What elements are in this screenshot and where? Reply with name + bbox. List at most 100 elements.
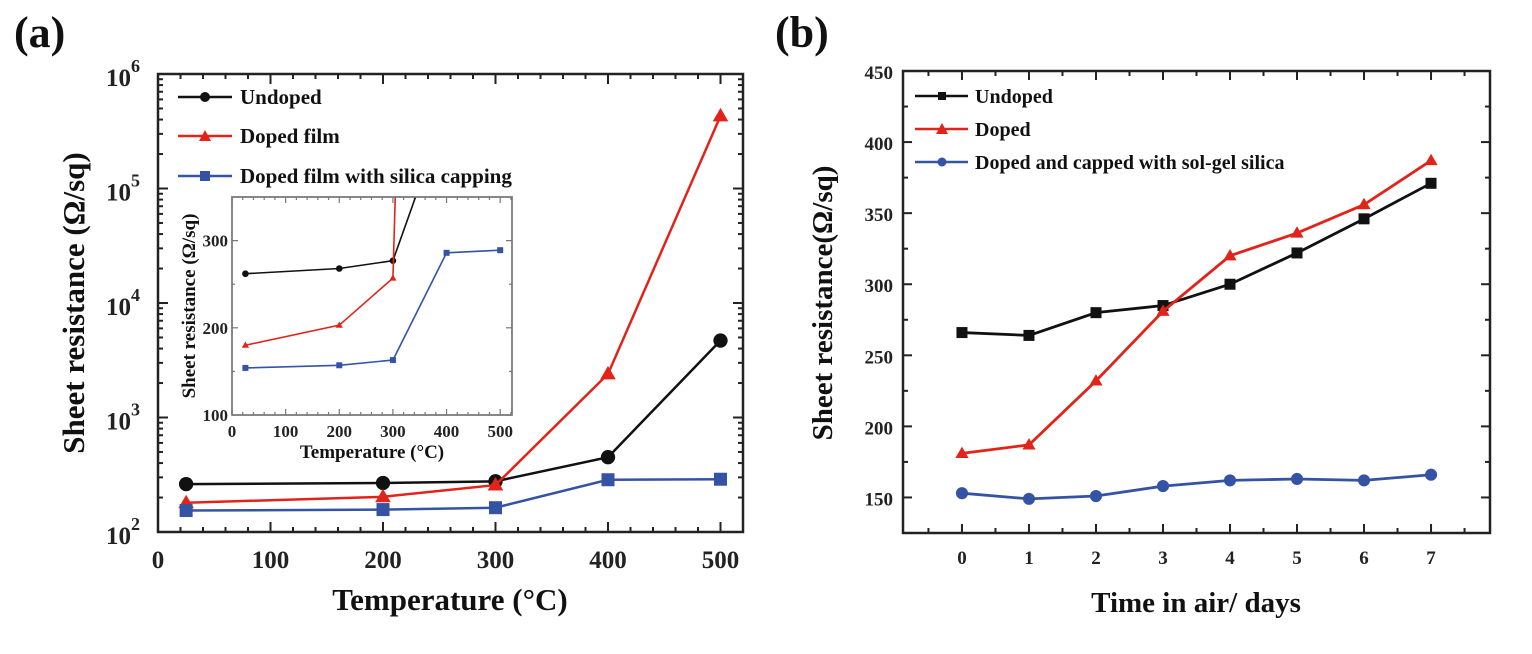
inset-ticks [231,197,512,416]
x-tick-label: 100 [252,547,290,574]
legend-item-undoped: Undoped [178,85,322,109]
data-point-capped [1156,480,1170,493]
panel-a-label: (a) [14,8,65,57]
y-tick-label: 350 [865,205,894,226]
y-tick-label: 300 [865,276,894,297]
panel-b-series [955,153,1438,505]
data-point-capped [1290,472,1304,486]
inset-y-tick-label: 100 [203,406,229,425]
panel-b-y-tick-labels: 150 200 250 300 350 400 450 [865,63,894,510]
panel-a-x-tick-labels: 0 100 200 300 400 500 [152,547,740,574]
inset-data-point-capped [389,357,396,364]
panel-b-x-tick-labels: 0 1 2 3 4 5 6 7 [957,548,1436,569]
x-tick-label: 300 [477,547,515,574]
data-point-capped [179,504,193,518]
inset-data-point-capped [443,249,450,256]
y-tick-label: 400 [865,134,894,155]
y-tick-label: 105 [106,171,140,207]
panel-a-x-axis-title: Temperature (°C) [332,582,567,617]
series-line-doped [961,159,1432,455]
data-point-doped [712,107,729,122]
inset-data-point-undoped [335,265,343,272]
x-tick-label: 3 [1158,548,1168,569]
panel-b-x-axis-title: Time in air/ days [1091,587,1301,619]
data-point-undoped [178,476,194,492]
inset-x-tick-label: 500 [487,422,513,441]
data-point-undoped [713,333,728,348]
data-point-capped [1022,492,1036,505]
series-line-undoped [961,182,1432,337]
data-point-capped [1089,489,1103,503]
legend-marker-circle-icon [937,157,947,167]
legend-item-doped-film: Doped film [178,124,340,148]
y-tick-label: 200 [865,418,894,439]
inset-frame-border [231,196,513,416]
data-point-doped [487,477,504,491]
legend-marker-triangle-icon [199,130,211,141]
inset-series [241,197,504,371]
y-tick-label: 106 [106,56,140,92]
legend-label-doped: Doped [975,119,1031,141]
inset-x-tick-label: 200 [327,422,353,441]
panel-a-y-axis-title: Sheet resistance (Ω/sq) [56,152,91,454]
legend-label-doped-film: Doped film [240,124,340,148]
panel-b-label: (b) [775,8,829,57]
data-point-capped [376,503,390,517]
data-point-doped [1223,248,1237,261]
legend-item-doped: Doped [915,119,1031,141]
panel-b-chart: (b) Sheet resistance(Ω/sq) Time in air/ … [775,8,1492,619]
x-tick-label: 6 [1359,548,1369,569]
y-tick-label: 104 [106,285,140,321]
x-tick-label: 2 [1091,548,1101,569]
x-tick-label: 500 [702,547,740,574]
data-point-capped [714,472,727,486]
data-point-undoped [956,327,968,339]
x-tick-label: 7 [1426,548,1436,569]
legend-label-undoped: Undoped [975,86,1053,108]
legend-marker-square-icon [938,92,946,100]
inset-data-point-doped [241,341,250,348]
data-point-capped [1223,474,1237,487]
inset-data-point-capped [336,362,343,369]
data-point-undoped [375,475,391,491]
data-point-undoped [1224,278,1236,290]
panel-b-plot-frame [901,69,1492,535]
data-point-doped [1156,304,1170,316]
data-point-doped [1357,197,1371,210]
inset-data-point-undoped [242,270,249,278]
inset-x-axis-title: Temperature (°C) [300,442,444,463]
panel-b-legend: Undoped Doped Doped and capped with sol-… [915,86,1284,174]
inset-x-tick-label: 0 [228,422,237,441]
panel-a-plot-frame [156,72,745,534]
data-point-doped [1089,374,1103,386]
inset-data-point-capped [242,364,249,371]
inset-x-tick-label: 300 [380,422,406,441]
inset-y-tick-label: 200 [203,319,229,338]
data-point-doped [1022,438,1036,450]
x-tick-label: 400 [589,547,627,574]
data-point-capped [1424,468,1438,481]
data-point-undoped [1425,177,1437,189]
data-point-undoped [600,450,616,465]
y-tick-label: 250 [865,347,894,368]
panel-a-series [178,107,729,518]
x-tick-label: 0 [957,548,967,569]
data-point-undoped [1291,247,1303,259]
y-tick-label: 150 [865,489,894,510]
legend-label-capped: Doped film with silica capping [240,164,512,188]
data-point-capped [601,473,615,487]
legend-item-undoped: Undoped [915,86,1053,108]
data-point-undoped [1023,329,1035,341]
x-tick-label: 0 [152,547,165,574]
legend-marker-triangle-icon [936,123,948,134]
inset-data-point-doped [389,274,397,281]
inset-data-point-capped [497,247,504,254]
inset-y-tick-label: 300 [203,232,229,251]
legend-item-capped: Doped and capped with sol-gel silica [915,152,1284,174]
data-point-doped [1290,226,1304,238]
inset-data-point-doped [335,321,343,328]
legend-marker-square-icon [200,171,210,181]
inset-y-tick-labels: 100 200 300 [203,232,229,425]
inset-y-axis-title: Sheet resistance (Ω/sq) [179,214,200,399]
panel-a-chart: (a) Sheet resistance (Ω/sq) Temperature … [14,8,745,617]
